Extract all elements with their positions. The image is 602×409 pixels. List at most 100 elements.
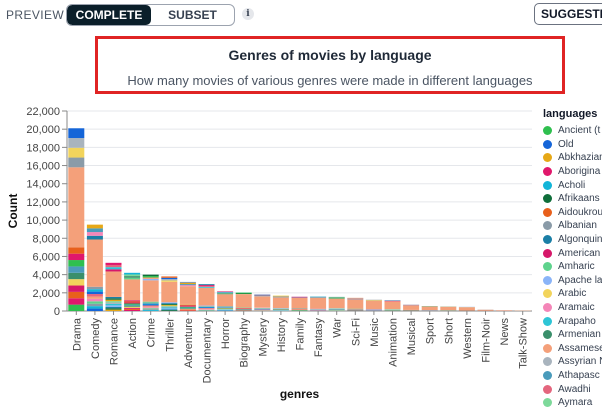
bar-segment <box>217 294 233 295</box>
legend-item: Aborigina <box>543 165 602 179</box>
x-tick-label: Animation <box>388 318 400 367</box>
bar-segment <box>199 308 215 309</box>
bar-segment <box>217 292 233 293</box>
bar-segment <box>180 285 196 286</box>
mode-complete-button[interactable]: COMPLETE <box>67 5 151 25</box>
bar-segment <box>199 285 215 286</box>
x-tick-label: Action <box>127 318 139 349</box>
x-tick-label: Comedy <box>90 318 102 359</box>
legend-label: Aborigina <box>558 166 600 177</box>
bar-segment <box>106 300 122 301</box>
bar-segment <box>68 254 84 260</box>
bar-segment-main <box>310 298 326 308</box>
bar-segment <box>199 306 215 307</box>
bar-segment-main <box>217 294 233 306</box>
bar-segment-main <box>385 301 401 309</box>
legend-swatch <box>543 344 552 353</box>
legend-item: Armenian <box>543 328 602 342</box>
legend-item: Assyrian N <box>543 355 602 369</box>
mode-subset-button[interactable]: SUBSET <box>151 5 234 25</box>
legend-swatch <box>543 221 552 230</box>
legend-item: Algonquin <box>543 233 602 247</box>
bar-segment <box>87 236 103 240</box>
legend-label: Athapasc <box>558 370 600 381</box>
y-tick-label: 10,000 <box>26 215 60 227</box>
bar-segment-main <box>459 307 475 310</box>
legend-item: Aymara <box>543 396 602 409</box>
bar-segment <box>124 307 140 308</box>
bar-segment-main <box>180 286 196 304</box>
legend-label: Acholi <box>558 180 585 191</box>
bar-segment-main <box>422 307 438 311</box>
bar-segment <box>106 308 122 309</box>
legend-swatch <box>543 235 552 244</box>
legend-swatch <box>543 194 552 203</box>
legend-label: Afrikaans <box>558 193 600 204</box>
legend-swatch <box>543 181 552 190</box>
chart-title-box: Genres of movies by language How many mo… <box>95 36 565 94</box>
legend-swatch <box>543 126 552 135</box>
bar-segment <box>124 304 140 305</box>
bar-segment <box>106 303 122 304</box>
bar-segment <box>143 303 159 304</box>
y-tick-label: 8,000 <box>32 233 60 245</box>
bar-segment <box>199 305 215 306</box>
bar-segment <box>106 269 122 271</box>
bar-segment <box>180 310 196 311</box>
bar-segment <box>143 276 159 277</box>
bar-segment <box>124 309 140 310</box>
bar-segment <box>143 304 159 305</box>
bar-segment-main <box>143 280 159 301</box>
mode-toggle[interactable]: COMPLETE SUBSET <box>66 4 235 26</box>
legend-item: American <box>543 246 602 260</box>
bar-segment <box>161 305 177 306</box>
x-tick-label: Mystery <box>257 318 269 357</box>
legend-label: Old <box>558 139 574 150</box>
legend-item: Old <box>543 138 602 152</box>
bar-segment <box>87 306 103 308</box>
legend-swatch <box>543 208 552 217</box>
legend-swatch <box>543 385 552 394</box>
bar-segment <box>87 301 103 303</box>
legend-label: American <box>558 248 600 259</box>
bar-segment <box>199 307 215 308</box>
bar-segment <box>68 260 84 266</box>
x-tick-label: Adventure <box>183 318 195 368</box>
preview-toolbar: PREVIEW COMPLETE SUBSET i SUGGESTI <box>0 0 602 28</box>
bar-segment <box>180 284 196 285</box>
legend-label: Assyrian N <box>558 356 602 367</box>
bar-segment <box>68 292 84 298</box>
bar-segment <box>106 310 122 311</box>
bar-segment <box>124 273 140 275</box>
y-tick-label: 18,000 <box>26 142 60 154</box>
y-tick-label: 22,000 <box>26 106 60 118</box>
y-tick-label: 6,000 <box>32 251 60 263</box>
bar-segment <box>217 293 233 294</box>
x-tick-label: Drama <box>71 317 83 351</box>
bar-segment-main <box>366 301 382 309</box>
y-tick-label: 4,000 <box>32 270 60 282</box>
bar-segment <box>254 294 270 295</box>
info-icon[interactable]: i <box>242 8 254 20</box>
legend-label: Ancient (t <box>558 125 600 136</box>
bar-segment <box>180 282 196 283</box>
x-tick-label: History <box>276 318 288 353</box>
bar-segment <box>199 286 215 287</box>
x-tick-label: Short <box>443 318 455 344</box>
x-tick-label: Sport <box>425 318 437 344</box>
legend-label: Assamese <box>558 343 602 354</box>
bar-segment <box>199 287 215 288</box>
bar-segment <box>68 279 84 285</box>
bar-segment <box>161 302 177 303</box>
x-tick-label: Talk-Show <box>518 318 530 369</box>
bar-segment <box>87 225 103 229</box>
bar-segment <box>124 302 140 303</box>
legend-label: Awadhi <box>558 384 591 395</box>
bar-segment <box>199 310 215 311</box>
suggestions-button[interactable]: SUGGESTI <box>534 3 602 25</box>
bar-segment <box>87 296 103 298</box>
bar-segment <box>87 292 103 294</box>
bar-segment <box>68 148 84 158</box>
bar-segment <box>143 309 159 310</box>
bar-segment-main <box>496 310 512 311</box>
